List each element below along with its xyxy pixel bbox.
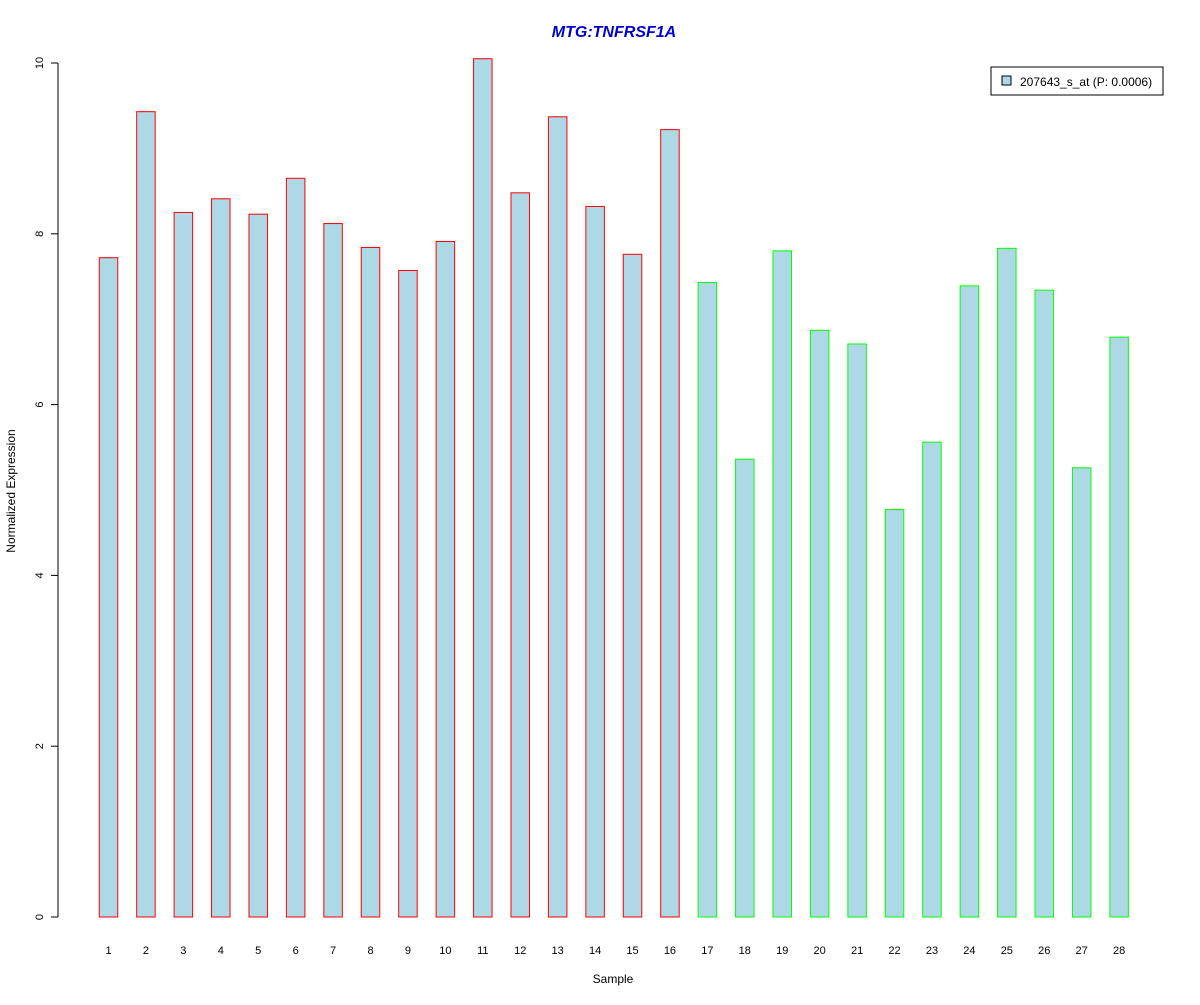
bar-sample-18	[735, 458, 755, 918]
bar-sample-13	[547, 116, 568, 918]
x-tick-label: 13	[552, 945, 564, 957]
x-tick-label: 5	[255, 945, 261, 957]
bar-sample-17	[697, 281, 718, 918]
x-axis-label: Sample	[593, 972, 634, 986]
bar-sample-15	[622, 253, 643, 918]
x-tick-label: 28	[1113, 945, 1125, 957]
y-axis: 0 2 4 6 8 10	[34, 57, 59, 920]
bar-sample-16	[660, 129, 680, 918]
bar-sample-21	[847, 343, 867, 918]
x-tick-labels: 1 2 3 4 5 6 7 8 9 10 11 12 13 14 15 16 17 18 19 20 21 22 23 24 2…	[105, 945, 1125, 957]
bar-sample-25	[997, 247, 1017, 918]
x-tick-label: 27	[1076, 945, 1088, 957]
bar-sample-23	[922, 441, 942, 918]
y-axis-label: Normalized Expression	[4, 429, 18, 552]
x-tick-label: 11	[477, 945, 488, 957]
legend-swatch	[1001, 75, 1012, 86]
bar-sample-9	[398, 270, 418, 918]
x-tick-label: 7	[330, 945, 336, 957]
y-tick-label: 0	[34, 914, 46, 920]
bar-sample-19	[772, 250, 792, 918]
x-tick-label: 24	[963, 945, 975, 957]
y-tick-label: 10	[34, 57, 46, 69]
bar-sample-3	[173, 211, 194, 918]
bar-sample-1	[98, 257, 119, 918]
y-tick-label: 2	[34, 743, 46, 749]
legend-entry: 207643_s_at (P: 0.0006)	[1020, 75, 1152, 89]
x-tick-label: 22	[888, 945, 900, 957]
x-tick-label: 23	[926, 945, 938, 957]
bar-sample-27	[1071, 467, 1092, 918]
bar-sample-10	[435, 240, 456, 918]
x-tick-label: 1	[105, 945, 111, 957]
bar-sample-22	[884, 509, 905, 918]
chart-title: MTG:TNFRSF1A	[552, 24, 676, 41]
x-tick-label: 15	[626, 945, 638, 957]
bar-series	[98, 58, 1129, 918]
bar-sample-2	[136, 111, 156, 918]
x-tick-label: 18	[739, 945, 751, 957]
y-tick-label: 4	[34, 572, 46, 578]
x-tick-label: 26	[1038, 945, 1050, 957]
y-tick-label: 8	[34, 231, 46, 237]
x-tick-label: 3	[180, 945, 186, 957]
bar-sample-14	[585, 205, 605, 918]
bar-sample-5	[248, 213, 268, 918]
x-tick-label: 25	[1001, 945, 1013, 957]
bar-sample-24	[959, 285, 980, 918]
x-tick-label: 9	[405, 945, 411, 957]
bar-sample-11	[473, 58, 493, 918]
bar-sample-7	[323, 223, 343, 918]
x-tick-label: 12	[514, 945, 526, 957]
bar-sample-28	[1109, 336, 1129, 918]
bar-sample-20	[809, 329, 830, 918]
legend: 207643_s_at (P: 0.0006)	[990, 66, 1164, 96]
x-tick-label: 6	[293, 945, 299, 957]
x-tick-label: 20	[814, 945, 826, 957]
x-tick-label: 19	[776, 945, 788, 957]
bar-sample-12	[510, 192, 530, 918]
x-tick-label: 4	[218, 945, 224, 957]
legend-box	[990, 66, 1164, 96]
bar-sample-6	[285, 177, 306, 918]
x-tick-label: 17	[701, 945, 713, 957]
bar-sample-4	[211, 198, 231, 918]
x-tick-label: 21	[851, 945, 863, 957]
bar-sample-26	[1034, 289, 1054, 918]
x-tick-label: 2	[143, 945, 149, 957]
x-tick-label: 14	[589, 945, 601, 957]
x-tick-label: 10	[439, 945, 451, 957]
x-tick-label: 16	[664, 945, 676, 957]
bar-sample-8	[360, 246, 381, 918]
y-tick-label: 6	[34, 402, 46, 408]
x-tick-label: 8	[367, 945, 373, 957]
